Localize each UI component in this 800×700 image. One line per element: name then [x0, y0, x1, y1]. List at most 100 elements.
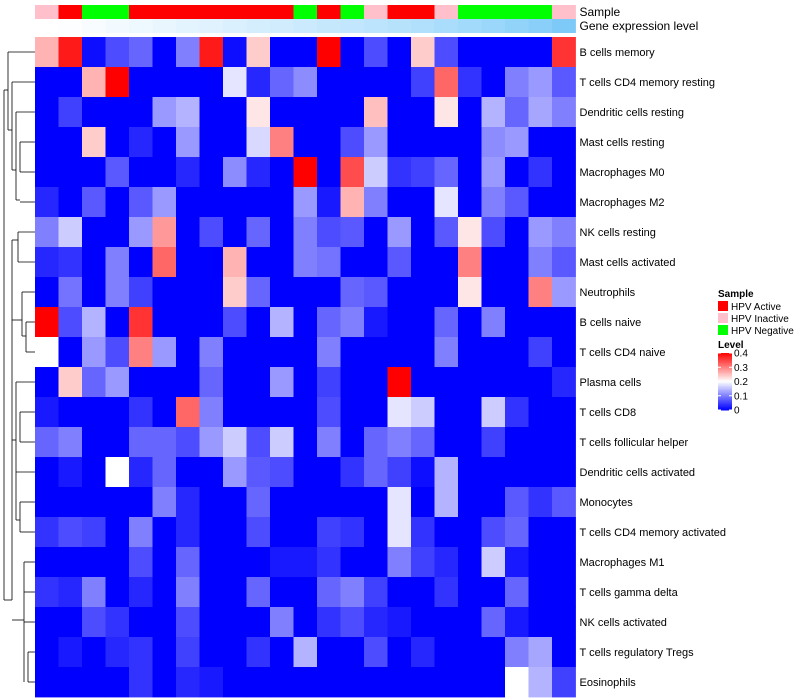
heatmap-cell — [458, 187, 482, 218]
heatmap-cell — [293, 37, 318, 68]
heatmap-cell — [552, 37, 576, 68]
heatmap-cell — [552, 487, 576, 518]
heatmap-cell — [199, 367, 224, 398]
heatmap-cell — [246, 67, 271, 98]
heatmap-cell — [528, 517, 553, 548]
heatmap-cell — [176, 97, 200, 128]
heatmap-cell — [481, 127, 506, 158]
heatmap-cell — [340, 427, 365, 458]
heatmap-cell — [199, 517, 224, 548]
sample-annotation-cell — [58, 5, 83, 19]
heatmap-cell — [434, 217, 459, 248]
heatmap-cell — [152, 487, 177, 518]
heatmap-cell — [176, 217, 200, 248]
heatmap-cell — [58, 547, 83, 578]
row-label: Dendritic cells resting — [580, 107, 685, 119]
heatmap-cell — [82, 367, 106, 398]
heatmap-cell — [293, 577, 318, 608]
heatmap-cell — [481, 457, 506, 488]
heatmap-cell — [246, 547, 271, 578]
heatmap-cell — [270, 337, 294, 368]
heatmap-cell — [82, 547, 106, 578]
heatmap-cell — [340, 637, 365, 668]
heatmap-cell — [176, 247, 200, 278]
heatmap-cell — [129, 157, 153, 188]
heatmap-cell — [246, 607, 271, 638]
heatmap-cell — [552, 157, 576, 188]
heatmap-cell — [270, 277, 294, 308]
sample-annotation-cell — [340, 5, 365, 19]
heatmap-cell — [35, 457, 59, 488]
heatmap-cell — [35, 277, 59, 308]
expression-annotation-cell — [458, 19, 482, 33]
heatmap-cell — [293, 217, 318, 248]
heatmap-cell — [270, 187, 294, 218]
heatmap-cell — [528, 427, 553, 458]
expression-annotation-cell — [387, 19, 412, 33]
heatmap-cell — [434, 427, 459, 458]
heatmap-cell — [35, 577, 59, 608]
heatmap-cell — [364, 97, 388, 128]
heatmap-cell — [411, 667, 435, 698]
heatmap-cell — [129, 397, 153, 428]
heatmap-cell — [35, 667, 59, 698]
colorbar-segment — [718, 400, 732, 402]
heatmap-cell — [129, 517, 153, 548]
heatmap-cell — [458, 307, 482, 338]
heatmap-cell — [129, 487, 153, 518]
heatmap-cell — [35, 157, 59, 188]
sample-annotation-cell — [364, 5, 388, 19]
row-label: T cells follicular helper — [580, 437, 689, 449]
heatmap-cell — [481, 547, 506, 578]
heatmap-cell — [152, 367, 177, 398]
heatmap-cell — [246, 367, 271, 398]
row-label: Dendritic cells activated — [580, 467, 696, 479]
heatmap-cell — [458, 577, 482, 608]
heatmap-cell — [458, 397, 482, 428]
heatmap-cell — [317, 127, 341, 158]
heatmap-cell — [223, 547, 247, 578]
heatmap-cell — [364, 127, 388, 158]
heatmap-cell — [364, 337, 388, 368]
heatmap-cell — [129, 577, 153, 608]
colorbar-segment — [718, 375, 732, 378]
heatmap-cell — [434, 67, 459, 98]
heatmap-cell — [528, 577, 553, 608]
heatmap-cell — [411, 337, 435, 368]
heatmap-cell — [481, 217, 506, 248]
heatmap-cell — [223, 127, 247, 158]
heatmap-cell — [387, 307, 412, 338]
heatmap-cell — [82, 457, 106, 488]
row-label: T cells CD4 memory activated — [580, 527, 727, 539]
heatmap-cell — [434, 397, 459, 428]
heatmap-cell — [223, 367, 247, 398]
heatmap-cell — [481, 667, 506, 698]
heatmap-cell — [199, 427, 224, 458]
colorbar-segment — [718, 407, 732, 410]
heatmap-cell — [340, 577, 365, 608]
heatmap-cell — [458, 67, 482, 98]
heatmap-cell — [340, 607, 365, 638]
heatmap-cell — [411, 307, 435, 338]
heatmap-cell — [434, 577, 459, 608]
heatmap-cell — [129, 307, 153, 338]
heatmap-cell — [176, 37, 200, 68]
heatmap-cell — [176, 517, 200, 548]
heatmap-cell — [387, 97, 412, 128]
heatmap-cell — [458, 247, 482, 278]
heatmap-cell — [105, 427, 130, 458]
heatmap-cell — [58, 577, 83, 608]
colorbar-segment — [718, 354, 732, 357]
heatmap-cell — [528, 277, 553, 308]
heatmap-cell — [293, 187, 318, 218]
row-label: Mast cells resting — [580, 137, 665, 149]
heatmap-cell — [528, 247, 553, 278]
heatmap-cell — [528, 37, 553, 68]
heatmap-cell — [199, 397, 224, 428]
heatmap-cell — [58, 67, 83, 98]
heatmap-cell — [411, 637, 435, 668]
heatmap-cell — [387, 67, 412, 98]
heatmap-cell — [152, 37, 177, 68]
heatmap-cell — [364, 397, 388, 428]
heatmap-cell — [364, 667, 388, 698]
